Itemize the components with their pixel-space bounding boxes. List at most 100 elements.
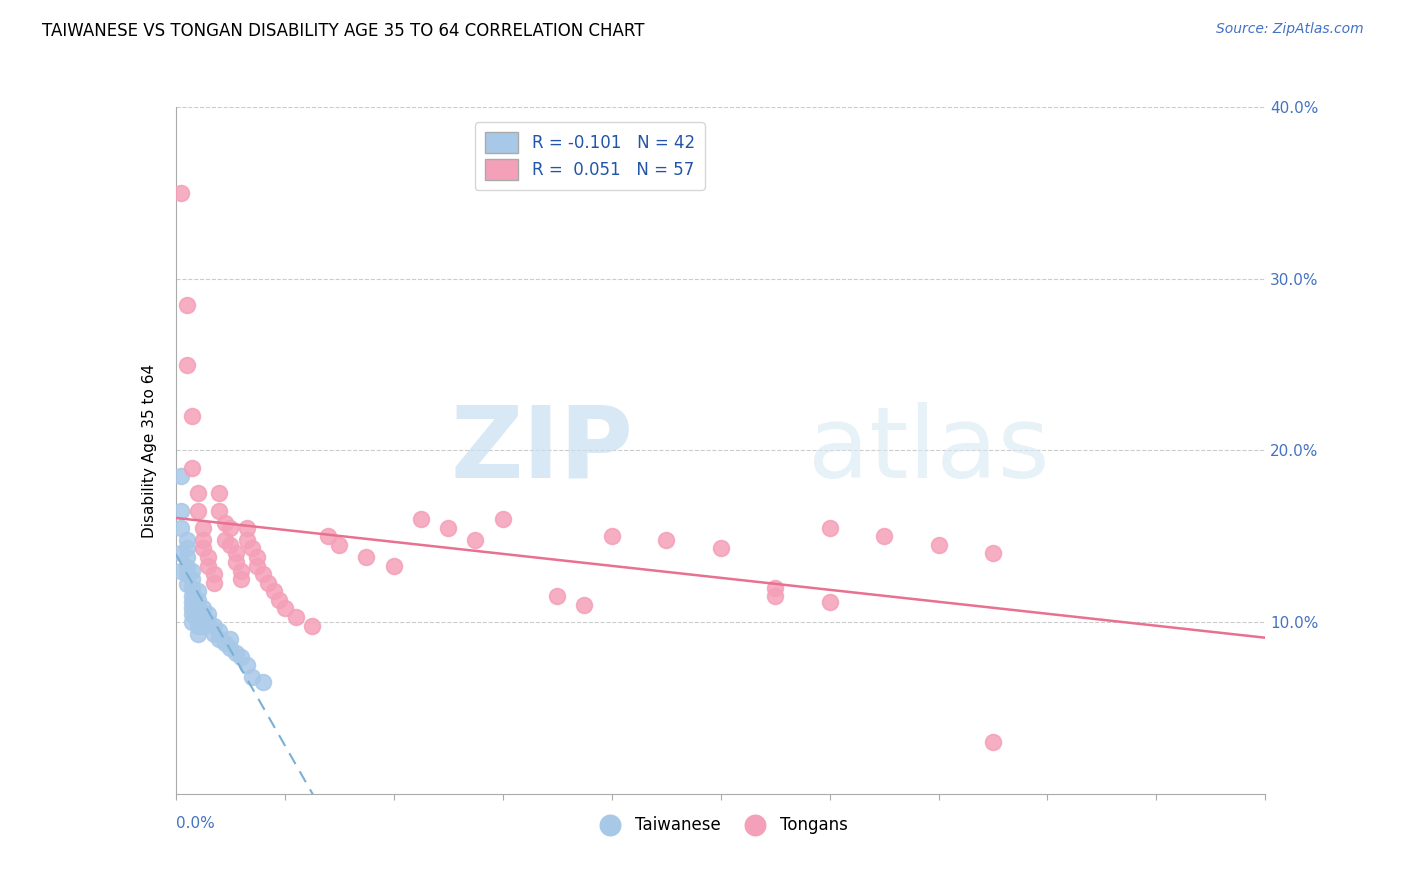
Legend: Taiwanese, Tongans: Taiwanese, Tongans bbox=[588, 809, 853, 840]
Point bbox=[181, 581, 204, 595]
Point bbox=[208, 486, 231, 500]
Point bbox=[181, 594, 204, 608]
Point bbox=[225, 555, 247, 569]
Point bbox=[655, 533, 678, 547]
Point bbox=[186, 584, 209, 599]
Point bbox=[176, 560, 198, 574]
Point bbox=[181, 572, 204, 586]
Point bbox=[181, 460, 204, 475]
Point bbox=[231, 649, 253, 664]
Point bbox=[763, 581, 786, 595]
Point bbox=[191, 618, 214, 632]
Point bbox=[219, 640, 242, 655]
Point bbox=[170, 564, 193, 578]
Point bbox=[191, 533, 214, 547]
Point bbox=[208, 632, 231, 647]
Point bbox=[170, 546, 193, 561]
Point bbox=[208, 503, 231, 517]
Point bbox=[202, 618, 225, 632]
Point bbox=[181, 607, 204, 621]
Point bbox=[214, 636, 236, 650]
Point bbox=[197, 558, 219, 573]
Point bbox=[464, 533, 486, 547]
Text: 0.0%: 0.0% bbox=[176, 816, 215, 830]
Point bbox=[235, 658, 257, 673]
Point bbox=[235, 533, 257, 547]
Point bbox=[269, 592, 291, 607]
Point bbox=[191, 610, 214, 624]
Point bbox=[328, 538, 350, 552]
Point bbox=[186, 627, 209, 641]
Point bbox=[225, 646, 247, 660]
Point bbox=[219, 521, 242, 535]
Point bbox=[176, 533, 198, 547]
Point bbox=[181, 590, 204, 604]
Text: TAIWANESE VS TONGAN DISABILITY AGE 35 TO 64 CORRELATION CHART: TAIWANESE VS TONGAN DISABILITY AGE 35 TO… bbox=[42, 22, 645, 40]
Point bbox=[225, 546, 247, 561]
Point bbox=[176, 577, 198, 591]
Point bbox=[263, 584, 285, 599]
Point bbox=[202, 575, 225, 590]
Point bbox=[191, 541, 214, 556]
Point bbox=[202, 627, 225, 641]
Point bbox=[186, 503, 209, 517]
Point bbox=[763, 590, 786, 604]
Point bbox=[252, 567, 274, 582]
Point bbox=[186, 601, 209, 615]
Y-axis label: Disability Age 35 to 64: Disability Age 35 to 64 bbox=[142, 363, 157, 538]
Point bbox=[170, 186, 193, 200]
Point bbox=[257, 575, 280, 590]
Point bbox=[181, 409, 204, 423]
Point bbox=[240, 541, 263, 556]
Point bbox=[301, 618, 323, 632]
Point bbox=[231, 572, 253, 586]
Point bbox=[186, 610, 209, 624]
Point bbox=[246, 558, 269, 573]
Point bbox=[574, 598, 596, 612]
Text: ZIP: ZIP bbox=[450, 402, 633, 499]
Point bbox=[197, 615, 219, 630]
Point bbox=[191, 601, 214, 615]
Point bbox=[437, 521, 460, 535]
Point bbox=[170, 503, 193, 517]
Point bbox=[240, 670, 263, 684]
Point bbox=[197, 549, 219, 564]
Point bbox=[181, 601, 204, 615]
Point bbox=[231, 564, 253, 578]
Point bbox=[176, 567, 198, 582]
Point bbox=[181, 564, 204, 578]
Point bbox=[409, 512, 432, 526]
Text: atlas: atlas bbox=[807, 402, 1049, 499]
Point bbox=[186, 486, 209, 500]
Point bbox=[600, 529, 623, 543]
Point bbox=[202, 567, 225, 582]
Point bbox=[176, 549, 198, 564]
Point bbox=[873, 529, 896, 543]
Point bbox=[191, 521, 214, 535]
Point bbox=[214, 516, 236, 530]
Point bbox=[181, 615, 204, 630]
Point bbox=[197, 607, 219, 621]
Point bbox=[981, 546, 1004, 561]
Point bbox=[710, 541, 733, 556]
Point bbox=[818, 521, 841, 535]
Point bbox=[356, 549, 378, 564]
Point bbox=[274, 601, 297, 615]
Point bbox=[928, 538, 950, 552]
Point bbox=[176, 358, 198, 372]
Point bbox=[186, 618, 209, 632]
Point bbox=[176, 541, 198, 556]
Text: Source: ZipAtlas.com: Source: ZipAtlas.com bbox=[1216, 22, 1364, 37]
Point bbox=[208, 624, 231, 638]
Point bbox=[219, 538, 242, 552]
Point bbox=[318, 529, 340, 543]
Point bbox=[170, 521, 193, 535]
Point bbox=[170, 469, 193, 483]
Point bbox=[818, 594, 841, 608]
Point bbox=[252, 675, 274, 690]
Point bbox=[492, 512, 515, 526]
Point bbox=[235, 521, 257, 535]
Point bbox=[214, 533, 236, 547]
Point bbox=[981, 735, 1004, 749]
Point bbox=[186, 592, 209, 607]
